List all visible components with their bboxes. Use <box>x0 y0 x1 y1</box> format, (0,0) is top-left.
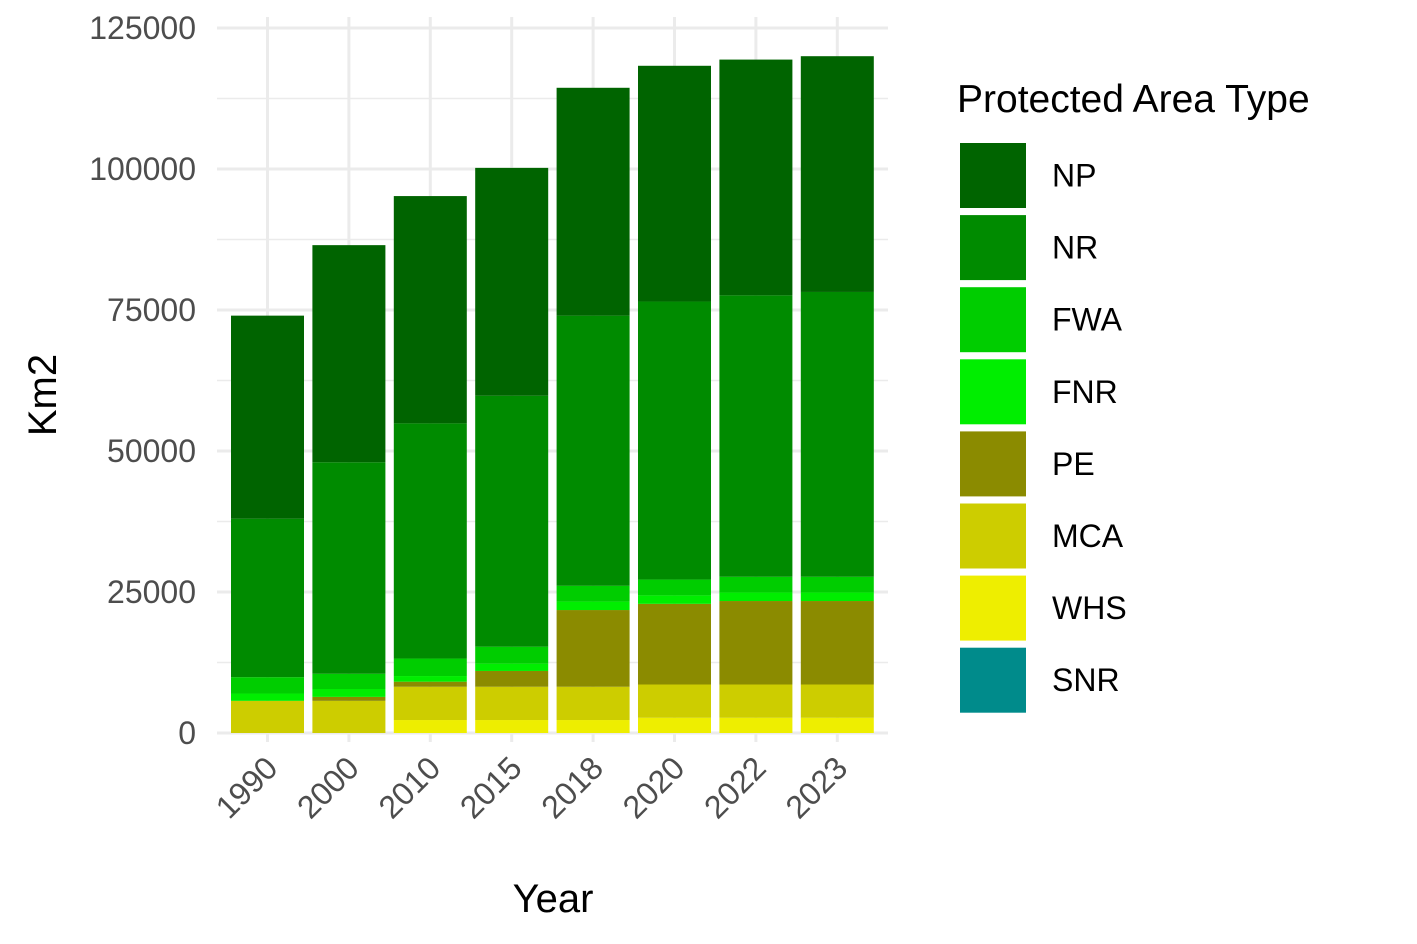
bar-segment-fnr-2000 <box>312 689 386 697</box>
y-axis-ticks: 0 25000 50000 75000 100000 125000 <box>89 10 196 751</box>
bar-segment-fwa-2015 <box>475 646 549 664</box>
bar-segment-fnr-2022 <box>719 592 793 602</box>
bar-segment-nr-2010 <box>393 423 467 659</box>
bar-segment-mca-2010 <box>393 686 467 721</box>
bar-segment-mca-2015 <box>475 686 549 721</box>
bar-segment-nr-2000 <box>312 462 386 674</box>
legend-label-nr: NR <box>1052 230 1098 266</box>
bar-segment-np-2023 <box>800 56 874 292</box>
legend-label-whs: WHS <box>1052 590 1127 626</box>
bar-segment-mca-1990 <box>231 700 304 733</box>
bar-segment-fnr-2015 <box>475 663 549 671</box>
legend-label-mca: MCA <box>1052 518 1124 554</box>
bar-segment-pe-2023 <box>800 601 874 685</box>
bar-segment-fnr-2020 <box>638 595 711 604</box>
bar-segment-pe-2018 <box>556 610 630 687</box>
bar-segment-fwa-2018 <box>556 585 630 602</box>
legend-key-nr <box>960 215 1026 281</box>
bar-segment-mca-2023 <box>800 684 874 718</box>
bar-segment-whs-2023 <box>800 717 874 733</box>
legend-key-pe <box>960 431 1026 497</box>
bar-segment-np-2022 <box>719 59 793 296</box>
bar-segment-fnr-2018 <box>556 601 630 611</box>
bar-segment-np-1990 <box>231 315 304 519</box>
bar-segment-whs-2022 <box>719 717 793 733</box>
x-tick-label: 2020 <box>616 749 692 825</box>
x-tick-label: 2010 <box>371 749 447 825</box>
y-tick-label: 50000 <box>107 433 196 469</box>
bar-segment-whs-2018 <box>556 720 630 733</box>
bar-segment-mca-2022 <box>719 684 793 718</box>
bar-segment-pe-2000 <box>312 696 386 701</box>
x-tick-label: 2015 <box>453 749 529 825</box>
bar-segment-fwa-2000 <box>312 673 386 690</box>
x-tick-label: 2000 <box>290 749 366 825</box>
bar-segment-pe-2010 <box>393 681 467 687</box>
y-tick-label: 0 <box>178 715 196 751</box>
legend-key-fnr <box>960 359 1026 425</box>
legend-label-snr: SNR <box>1052 662 1120 698</box>
legend-label-fnr: FNR <box>1052 374 1118 410</box>
bar-segment-nr-2023 <box>800 291 874 577</box>
bar-segment-nr-2018 <box>556 315 630 586</box>
bar-segment-fnr-2023 <box>800 592 874 602</box>
y-tick-label: 75000 <box>107 292 196 328</box>
bar-segment-pe-2022 <box>719 601 793 685</box>
legend-key-np <box>960 143 1026 208</box>
bar-segment-fnr-1990 <box>231 693 304 701</box>
bar-segment-fwa-1990 <box>231 677 304 694</box>
legend-key-whs <box>960 575 1026 641</box>
bar-segment-fwa-2023 <box>800 576 874 593</box>
bar-segment-nr-2022 <box>719 295 793 577</box>
legend-key-snr <box>960 647 1026 713</box>
x-tick-label: 2018 <box>534 749 610 825</box>
bar-segment-pe-2015 <box>475 670 549 687</box>
legend-label-np: NP <box>1052 158 1096 194</box>
x-axis-ticks: 1990 2000 2010 2015 2018 2020 2022 2023 <box>209 749 855 825</box>
legend-key-mca <box>960 503 1026 569</box>
bar-segment-np-2010 <box>393 196 467 424</box>
bar-segment-pe-2020 <box>638 603 711 685</box>
bar-segment-nr-2015 <box>475 395 549 647</box>
legend-key-fwa <box>960 287 1026 353</box>
bar-segment-np-2020 <box>638 65 711 302</box>
x-tick-label: 1990 <box>209 749 285 825</box>
legend-title: Protected Area Type <box>957 78 1310 121</box>
bar-segment-mca-2018 <box>556 686 630 721</box>
y-tick-label: 125000 <box>89 10 196 46</box>
bar-segment-whs-2015 <box>475 720 549 733</box>
x-tick-label: 2022 <box>697 749 773 825</box>
bar-segment-fwa-2020 <box>638 579 711 596</box>
bar-segment-fnr-2010 <box>393 676 467 682</box>
y-tick-label: 100000 <box>89 151 196 187</box>
bar-segment-whs-2020 <box>638 717 711 733</box>
bar-segment-whs-2010 <box>393 720 467 733</box>
bar-segment-nr-1990 <box>231 518 304 678</box>
bar-segment-fwa-2022 <box>719 576 793 593</box>
y-axis-title: Km2 <box>21 354 65 436</box>
bar-segment-fwa-2010 <box>393 658 467 677</box>
legend-label-pe: PE <box>1052 446 1095 482</box>
bar-segment-mca-2020 <box>638 684 711 718</box>
bars <box>231 56 874 733</box>
bar-segment-np-2018 <box>556 87 630 316</box>
bar-segment-np-2000 <box>312 245 386 463</box>
bar-segment-nr-2020 <box>638 301 711 580</box>
y-tick-label: 25000 <box>107 574 196 610</box>
bar-segment-mca-2000 <box>312 700 386 733</box>
legend: Protected Area Type NP NR FWA FNR PE MCA WHS SN… <box>957 78 1310 713</box>
x-axis-title: Year <box>513 877 594 921</box>
legend-label-fwa: FWA <box>1052 302 1123 338</box>
bar-segment-np-2015 <box>475 167 549 396</box>
x-tick-label: 2023 <box>778 749 854 825</box>
